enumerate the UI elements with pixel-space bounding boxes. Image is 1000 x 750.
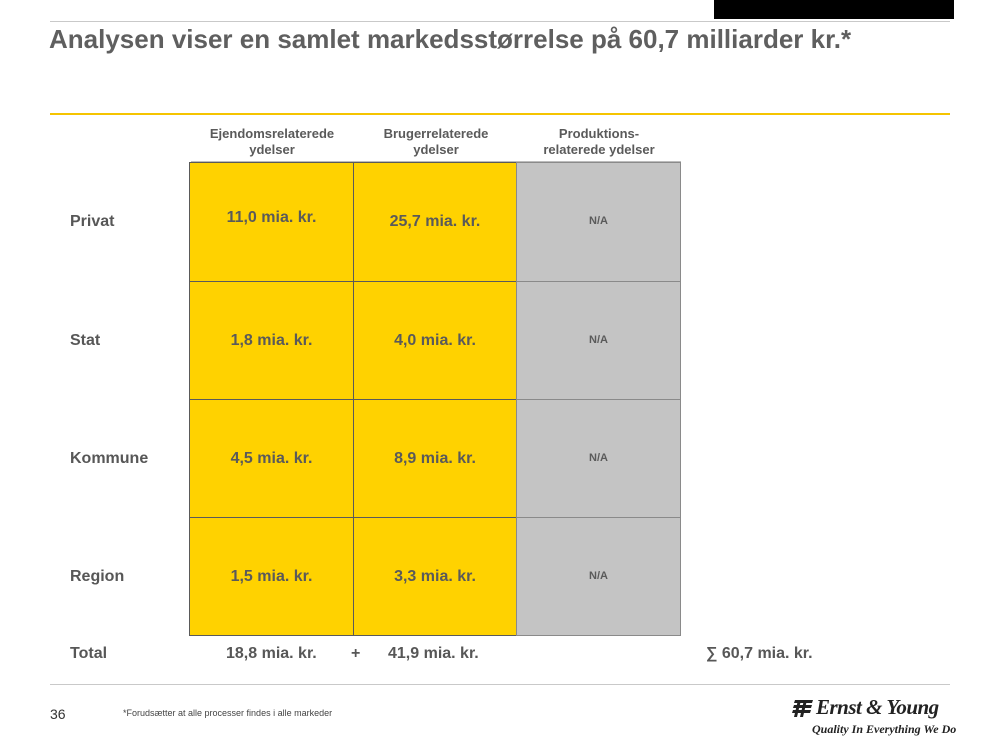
column-header-production: Produktions- relaterede ydelser (543, 126, 655, 157)
plus-sign: + (351, 645, 361, 662)
cell-privat-user: 25,7 mia. kr. (353, 162, 517, 282)
row-label-stat: Stat (70, 332, 101, 349)
logo-name: Ernst & Young (816, 695, 939, 719)
slide-title: Analysen viser en samlet markedsstørrels… (49, 24, 852, 54)
top-divider (50, 21, 950, 22)
market-size-grid: 11,0 mia. kr. 25,7 mia. kr. N/A 1,8 mia.… (189, 162, 681, 636)
cell-privat-property: 11,0 mia. kr. (189, 162, 354, 282)
column-header-user: Brugerrelaterede ydelser (383, 126, 489, 157)
total-user: 41,9 mia. kr. (388, 645, 479, 662)
logo-tagline: Quality In Everything We Do (812, 722, 957, 736)
row-label-total: Total (70, 645, 108, 662)
cell-kommune-user: 8,9 mia. kr. (353, 399, 517, 518)
footer-divider (50, 684, 950, 685)
row-label-privat: Privat (70, 213, 115, 230)
ernst-young-mark-icon (792, 700, 813, 717)
row-label-region: Region (70, 568, 125, 585)
footnote: *Forudsætter at alle processer findes i … (123, 708, 333, 718)
cell-stat-property: 1,8 mia. kr. (189, 281, 354, 400)
redaction-bar (714, 0, 954, 19)
cell-region-property: 1,5 mia. kr. (189, 517, 354, 636)
cell-region-user: 3,3 mia. kr. (353, 517, 517, 636)
header-divider (191, 161, 681, 162)
ernst-young-logo: Ernst & Young Quality In Everything We D… (792, 695, 957, 745)
cell-stat-user: 4,0 mia. kr. (353, 281, 517, 400)
grand-total: ∑ 60,7 mia. kr. (706, 645, 813, 662)
title-underline (50, 113, 950, 115)
cell-kommune-property: 4,5 mia. kr. (189, 399, 354, 518)
row-label-kommune: Kommune (70, 450, 149, 467)
cell-privat-production: N/A (516, 162, 681, 282)
cell-region-production: N/A (516, 517, 681, 636)
column-header-property: Ejendomsrelaterede ydelser (209, 126, 335, 157)
cell-kommune-production: N/A (516, 399, 681, 518)
page-number: 36 (50, 706, 66, 722)
total-property: 18,8 mia. kr. (226, 645, 317, 662)
cell-stat-production: N/A (516, 281, 681, 400)
